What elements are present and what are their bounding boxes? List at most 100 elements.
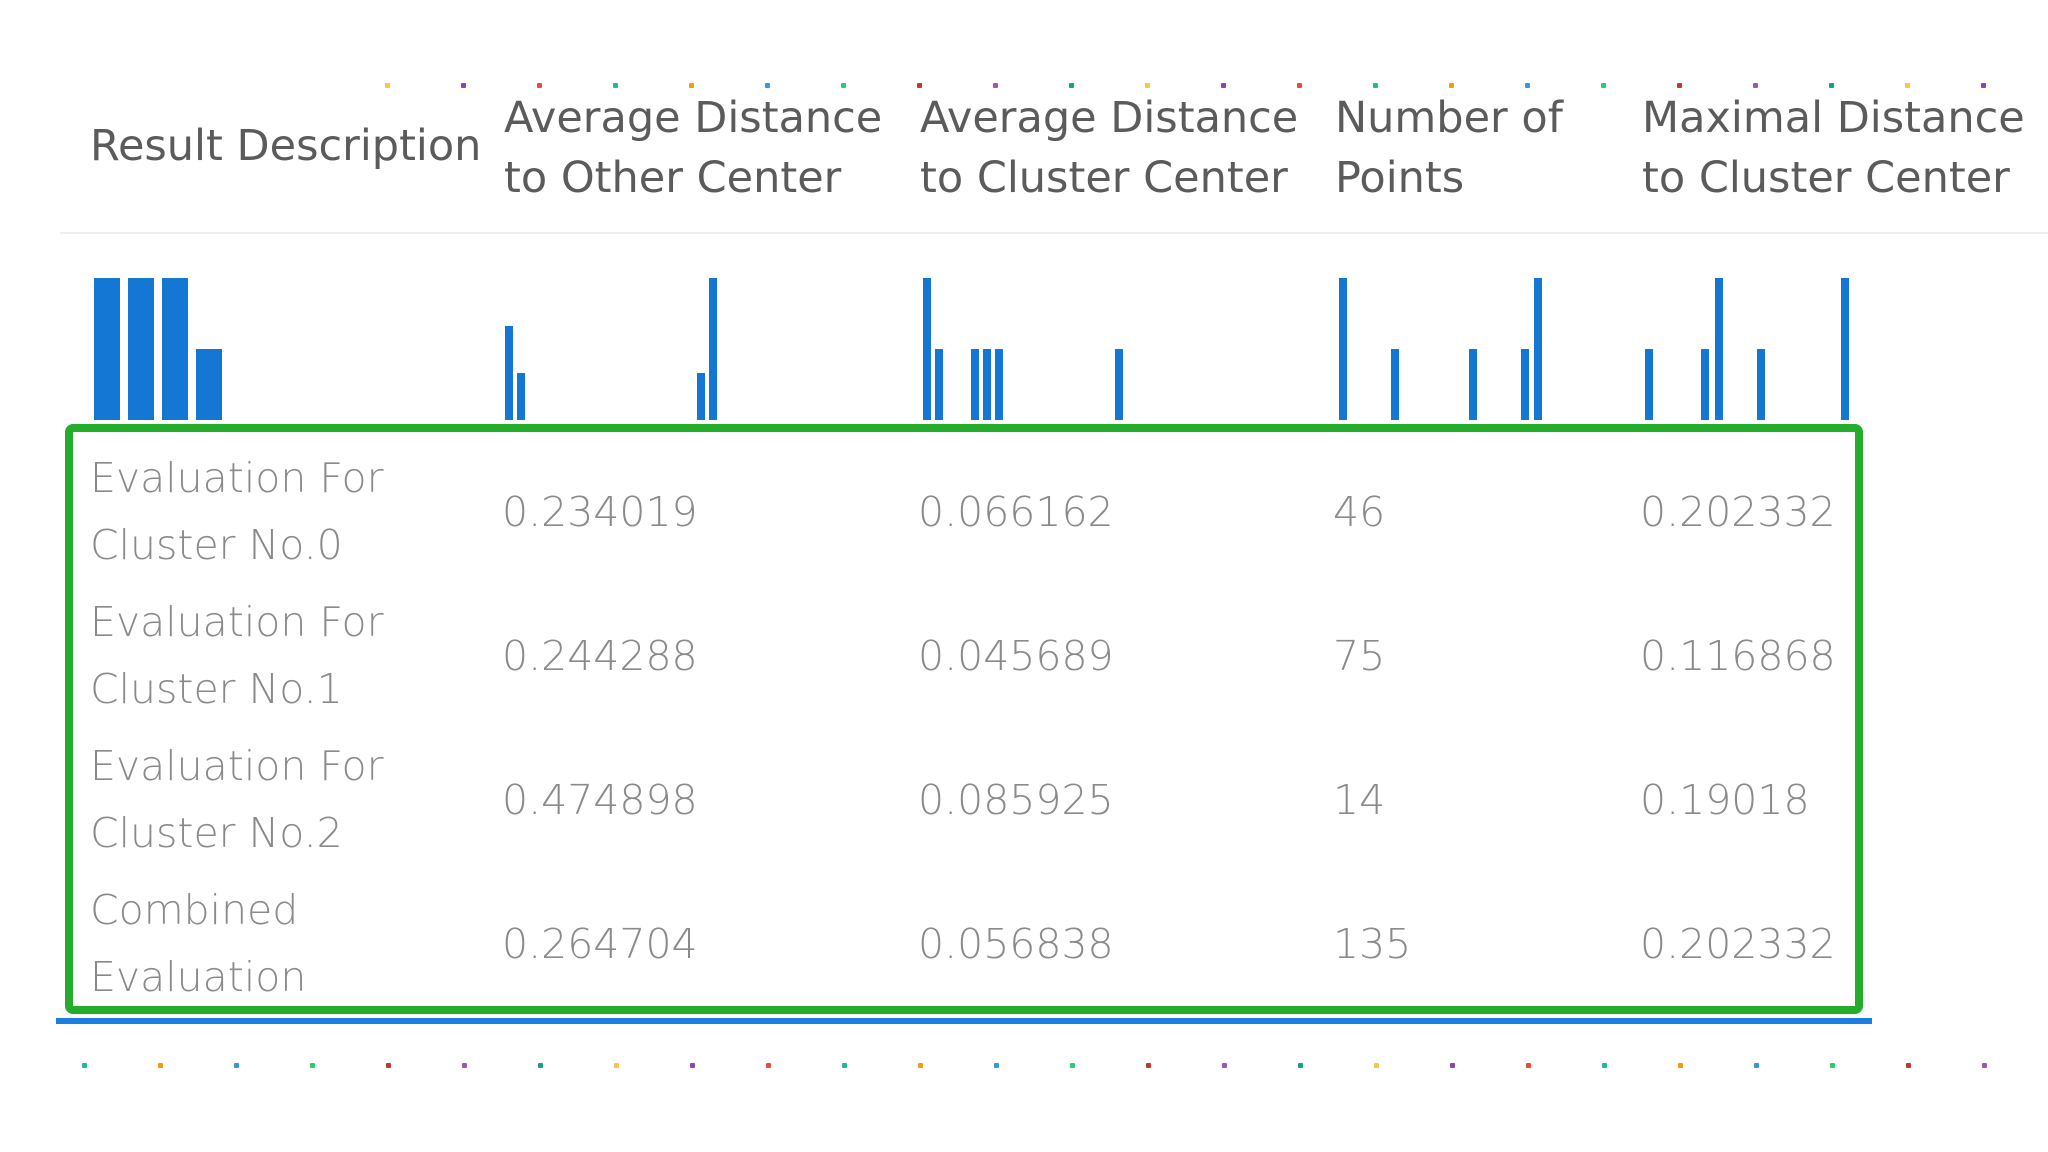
dot-icon (1450, 1063, 1455, 1068)
table-row-label: Evaluation For Cluster No.2 (90, 733, 510, 867)
column-header-result-description[interactable]: Result Description (90, 116, 481, 176)
dot-icon (613, 83, 618, 88)
dot-icon (1525, 83, 1530, 88)
dot-icon (1374, 1063, 1379, 1068)
dot-icon (1753, 83, 1758, 88)
cell-number-of-points: 46 (1333, 488, 1386, 536)
dot-icon (1906, 1063, 1911, 1068)
histogram-bar (196, 349, 222, 420)
cell-avg-distance-cluster-center: 0.056838 (918, 920, 1114, 968)
histogram-bar (935, 349, 943, 420)
cell-max-distance-cluster-center: 0.19018 (1640, 776, 1810, 824)
dot-icon (614, 1063, 619, 1068)
histogram-number-of-points (1339, 250, 1559, 420)
dot-icon (993, 83, 998, 88)
histogram-bar (1521, 349, 1529, 420)
table-bottom-underline (56, 1018, 1872, 1024)
histogram-bar (983, 349, 991, 420)
table-row-label: Evaluation For Cluster No.0 (90, 445, 510, 579)
dot-icon (766, 1063, 771, 1068)
dot-icon (1145, 83, 1150, 88)
dot-icon (1297, 83, 1302, 88)
dot-icon (538, 1063, 543, 1068)
dot-icon (461, 83, 466, 88)
dot-icon (385, 83, 390, 88)
dot-icon (158, 1063, 163, 1068)
cell-max-distance-cluster-center: 0.116868 (1640, 632, 1836, 680)
cell-max-distance-cluster-center: 0.202332 (1640, 920, 1836, 968)
histogram-bar (1757, 349, 1765, 420)
cell-number-of-points: 75 (1333, 632, 1386, 680)
histogram-bar (1701, 349, 1709, 420)
row-label-line: Cluster No.2 (90, 809, 343, 857)
column-header-label: Result Description (90, 121, 482, 171)
dot-icon (918, 1063, 923, 1068)
column-header-label: Points (1335, 153, 1465, 203)
histogram-bar (971, 349, 979, 420)
table-row-label: Combined Evaluation (90, 877, 510, 1011)
column-header-avg-distance-other-center[interactable]: Average Distance to Other Center (504, 88, 882, 208)
column-header-number-of-points[interactable]: Number of Points (1335, 88, 1563, 208)
selection-highlight-box (65, 424, 1863, 1014)
histogram-bar (1645, 349, 1653, 420)
table-row-label: Evaluation For Cluster No.1 (90, 589, 510, 723)
dot-icon (994, 1063, 999, 1068)
histogram-bar (995, 349, 1003, 420)
dot-icon (234, 1063, 239, 1068)
column-header-avg-distance-cluster-center[interactable]: Average Distance to Cluster Center (920, 88, 1298, 208)
histogram-bar (1534, 278, 1542, 420)
histogram-bar (128, 278, 154, 420)
histogram-description (94, 250, 234, 420)
dot-icon (1905, 83, 1910, 88)
row-label-line: Combined (90, 886, 299, 934)
histogram-bar (94, 278, 120, 420)
histogram-bar (517, 373, 525, 420)
cell-avg-distance-other-center: 0.264704 (502, 920, 698, 968)
row-label-line: Evaluation For (90, 454, 384, 502)
histogram-bar (1115, 349, 1123, 420)
dot-icon (1829, 83, 1834, 88)
histogram-bar (1841, 278, 1849, 420)
cell-avg-distance-cluster-center: 0.045689 (918, 632, 1114, 680)
histogram-bar (697, 373, 705, 420)
row-label-line: Evaluation (90, 953, 307, 1001)
column-header-label: Maximal Distance (1642, 93, 2025, 143)
cell-avg-distance-other-center: 0.234019 (502, 488, 698, 536)
dot-icon (1069, 83, 1074, 88)
column-header-label: to Cluster Center (920, 153, 1288, 203)
histogram-avg-distance-cluster-center (923, 250, 1163, 420)
histogram-avg-distance-other-center (505, 250, 745, 420)
dot-icon (1373, 83, 1378, 88)
dot-icon (1298, 1063, 1303, 1068)
cell-avg-distance-other-center: 0.244288 (502, 632, 698, 680)
histogram-bar (709, 278, 717, 420)
row-label-line: Cluster No.1 (90, 665, 343, 713)
dot-icon (537, 83, 542, 88)
histogram-bar (505, 326, 513, 420)
dot-icon (1222, 1063, 1227, 1068)
histogram-max-distance-cluster-center (1645, 250, 1865, 420)
row-label-line: Evaluation For (90, 742, 384, 790)
histogram-bar (1469, 349, 1477, 420)
dot-icon (1449, 83, 1454, 88)
column-header-max-distance-cluster-center[interactable]: Maximal Distance to Cluster Center (1642, 88, 2025, 208)
dot-icon (1146, 1063, 1151, 1068)
dot-icon (1526, 1063, 1531, 1068)
dot-icon (917, 83, 922, 88)
histogram-bar (923, 278, 931, 420)
row-label-line: Cluster No.0 (90, 521, 343, 569)
dot-icon (386, 1063, 391, 1068)
column-header-label: Number of (1335, 93, 1563, 143)
histogram-bar (1339, 278, 1347, 420)
header-divider (60, 232, 2048, 234)
column-header-label: to Other Center (504, 153, 842, 203)
top-dots-decoration (0, 83, 2048, 95)
dot-icon (841, 83, 846, 88)
dot-icon (689, 83, 694, 88)
dot-icon (462, 1063, 467, 1068)
bottom-dots-decoration (0, 1063, 2048, 1075)
dot-icon (1981, 83, 1986, 88)
dot-icon (1677, 83, 1682, 88)
dot-icon (765, 83, 770, 88)
dot-icon (690, 1063, 695, 1068)
